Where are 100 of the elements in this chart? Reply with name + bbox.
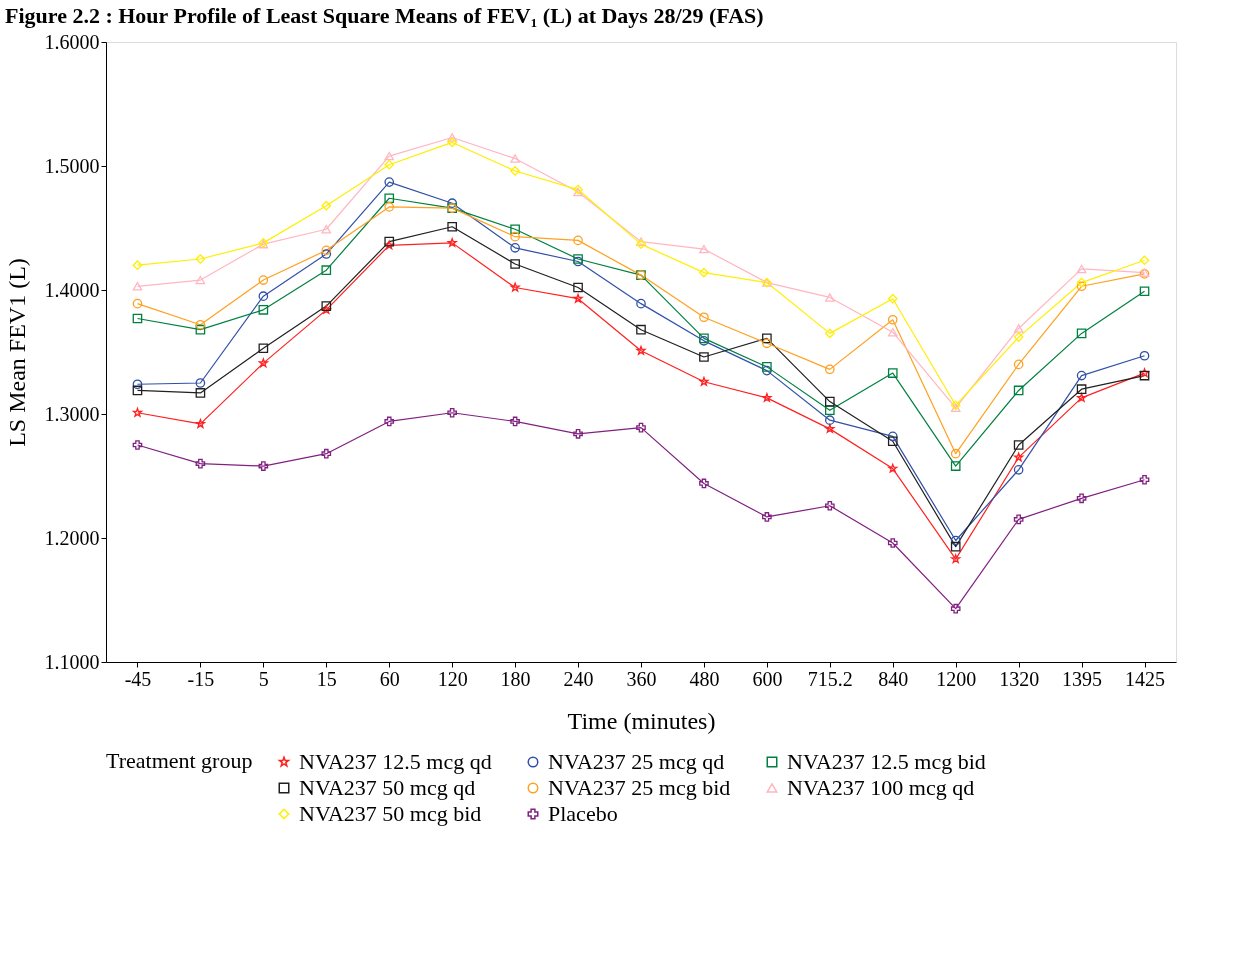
point <box>762 333 772 344</box>
point <box>384 202 395 212</box>
point <box>321 224 332 234</box>
point <box>1013 324 1024 333</box>
point <box>258 461 269 471</box>
point <box>195 378 206 388</box>
point <box>825 424 835 433</box>
point <box>510 282 520 292</box>
point <box>950 535 961 546</box>
point <box>887 368 898 378</box>
point <box>824 293 835 302</box>
point <box>1013 359 1024 370</box>
point <box>510 154 520 163</box>
point <box>1076 264 1087 274</box>
point <box>195 324 206 335</box>
y-tick-label: 1.3000 <box>44 402 100 425</box>
point <box>258 275 269 285</box>
point <box>887 431 898 442</box>
x-tick-label: 715.2 <box>807 667 853 690</box>
point <box>762 338 772 349</box>
point <box>321 301 332 311</box>
x-tick-label: 1395 <box>1062 667 1103 690</box>
point <box>824 328 835 339</box>
point <box>636 324 646 335</box>
x-tick-label: 60 <box>379 667 400 690</box>
point <box>1013 440 1024 450</box>
legend-label: NVA237 25 mcg qd <box>548 749 725 774</box>
point <box>447 238 457 247</box>
point <box>195 458 206 469</box>
point <box>573 235 583 246</box>
point <box>384 151 395 161</box>
point <box>636 422 646 433</box>
point <box>384 236 395 247</box>
x-tick-label: -15 <box>187 667 215 690</box>
point <box>321 200 332 211</box>
x-tick-label: 1425 <box>1125 667 1166 690</box>
point <box>1139 255 1150 266</box>
legend-label: NVA237 12.5 mcg qd <box>299 749 492 774</box>
point <box>1139 474 1150 485</box>
point <box>636 298 646 309</box>
x-axis-title: Time (minutes) <box>567 707 716 734</box>
point <box>510 166 520 176</box>
point <box>384 193 395 204</box>
point <box>1076 393 1087 402</box>
point <box>824 396 835 407</box>
point <box>699 267 709 278</box>
point <box>195 388 206 398</box>
point <box>699 244 709 254</box>
point <box>1076 328 1087 339</box>
point <box>510 224 520 235</box>
point <box>1014 452 1024 462</box>
point <box>321 305 331 314</box>
legend-label: NVA237 12.5 mcg bid <box>787 749 986 774</box>
point <box>258 305 269 315</box>
point <box>132 282 143 291</box>
point <box>762 365 772 376</box>
point <box>888 463 898 473</box>
point <box>258 358 268 368</box>
legend-label: NVA237 25 mcg bid <box>548 775 731 800</box>
point <box>887 314 898 325</box>
point <box>1139 350 1150 361</box>
point <box>258 291 269 302</box>
point <box>132 407 143 417</box>
point <box>1139 286 1150 297</box>
point <box>699 312 709 323</box>
point <box>195 419 206 428</box>
point <box>699 478 709 489</box>
point <box>132 385 143 396</box>
point <box>195 319 206 330</box>
legend-label: Placebo <box>548 801 618 826</box>
point <box>824 415 835 426</box>
y-axis-title: LS Mean FEV1 (L) <box>3 258 30 447</box>
point <box>384 159 395 170</box>
y-tick-label: 1.2000 <box>44 526 100 549</box>
point <box>573 282 583 293</box>
point <box>1076 384 1087 395</box>
legend-label: NVA237 100 mcg qd <box>787 775 975 800</box>
x-tick-label: 1200 <box>936 667 977 690</box>
point <box>510 416 520 427</box>
point <box>447 407 458 418</box>
point <box>447 221 458 232</box>
point <box>1013 385 1024 396</box>
point <box>950 603 961 614</box>
y-tick-label: 1.5000 <box>44 154 100 177</box>
point <box>321 448 332 459</box>
point <box>1013 464 1024 475</box>
point <box>1013 514 1024 525</box>
point <box>762 362 772 372</box>
point <box>195 275 206 285</box>
x-tick-label: 360 <box>626 667 657 690</box>
point <box>1076 277 1087 288</box>
x-tick-label: 480 <box>689 667 720 690</box>
y-tick-label: 1.6000 <box>44 30 100 53</box>
point <box>573 429 583 439</box>
point <box>258 343 269 354</box>
x-tick-label: 240 <box>563 667 594 690</box>
y-tick-label: 1.1000 <box>44 650 100 673</box>
point <box>699 352 709 362</box>
point <box>887 293 898 304</box>
point <box>950 461 961 471</box>
